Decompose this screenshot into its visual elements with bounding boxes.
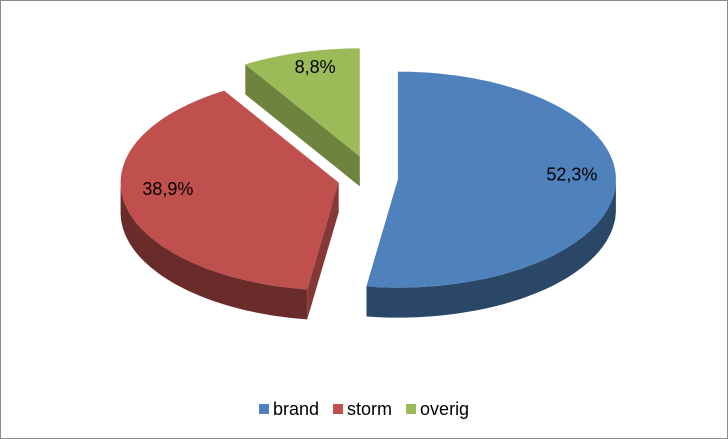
legend-swatch — [406, 404, 417, 414]
slice-wall — [366, 179, 616, 318]
legend-swatch — [333, 404, 344, 414]
slice — [120, 90, 339, 290]
slice — [366, 71, 616, 288]
legend-label: brand — [273, 399, 319, 419]
legend-swatch — [259, 404, 269, 414]
legend-label: storm — [347, 399, 392, 419]
legend-label: overig — [420, 399, 469, 419]
legend: brand storm overig — [259, 399, 469, 419]
data-label: 52,3% — [546, 165, 597, 185]
slice-side — [307, 182, 339, 320]
data-label: 38,9% — [142, 179, 193, 199]
slice — [245, 48, 360, 157]
pie: 52,3% 38,9% 8,8% — [120, 48, 616, 320]
slice-wall — [120, 182, 308, 320]
slice-side — [245, 64, 360, 187]
data-label: 8,8% — [295, 57, 336, 77]
